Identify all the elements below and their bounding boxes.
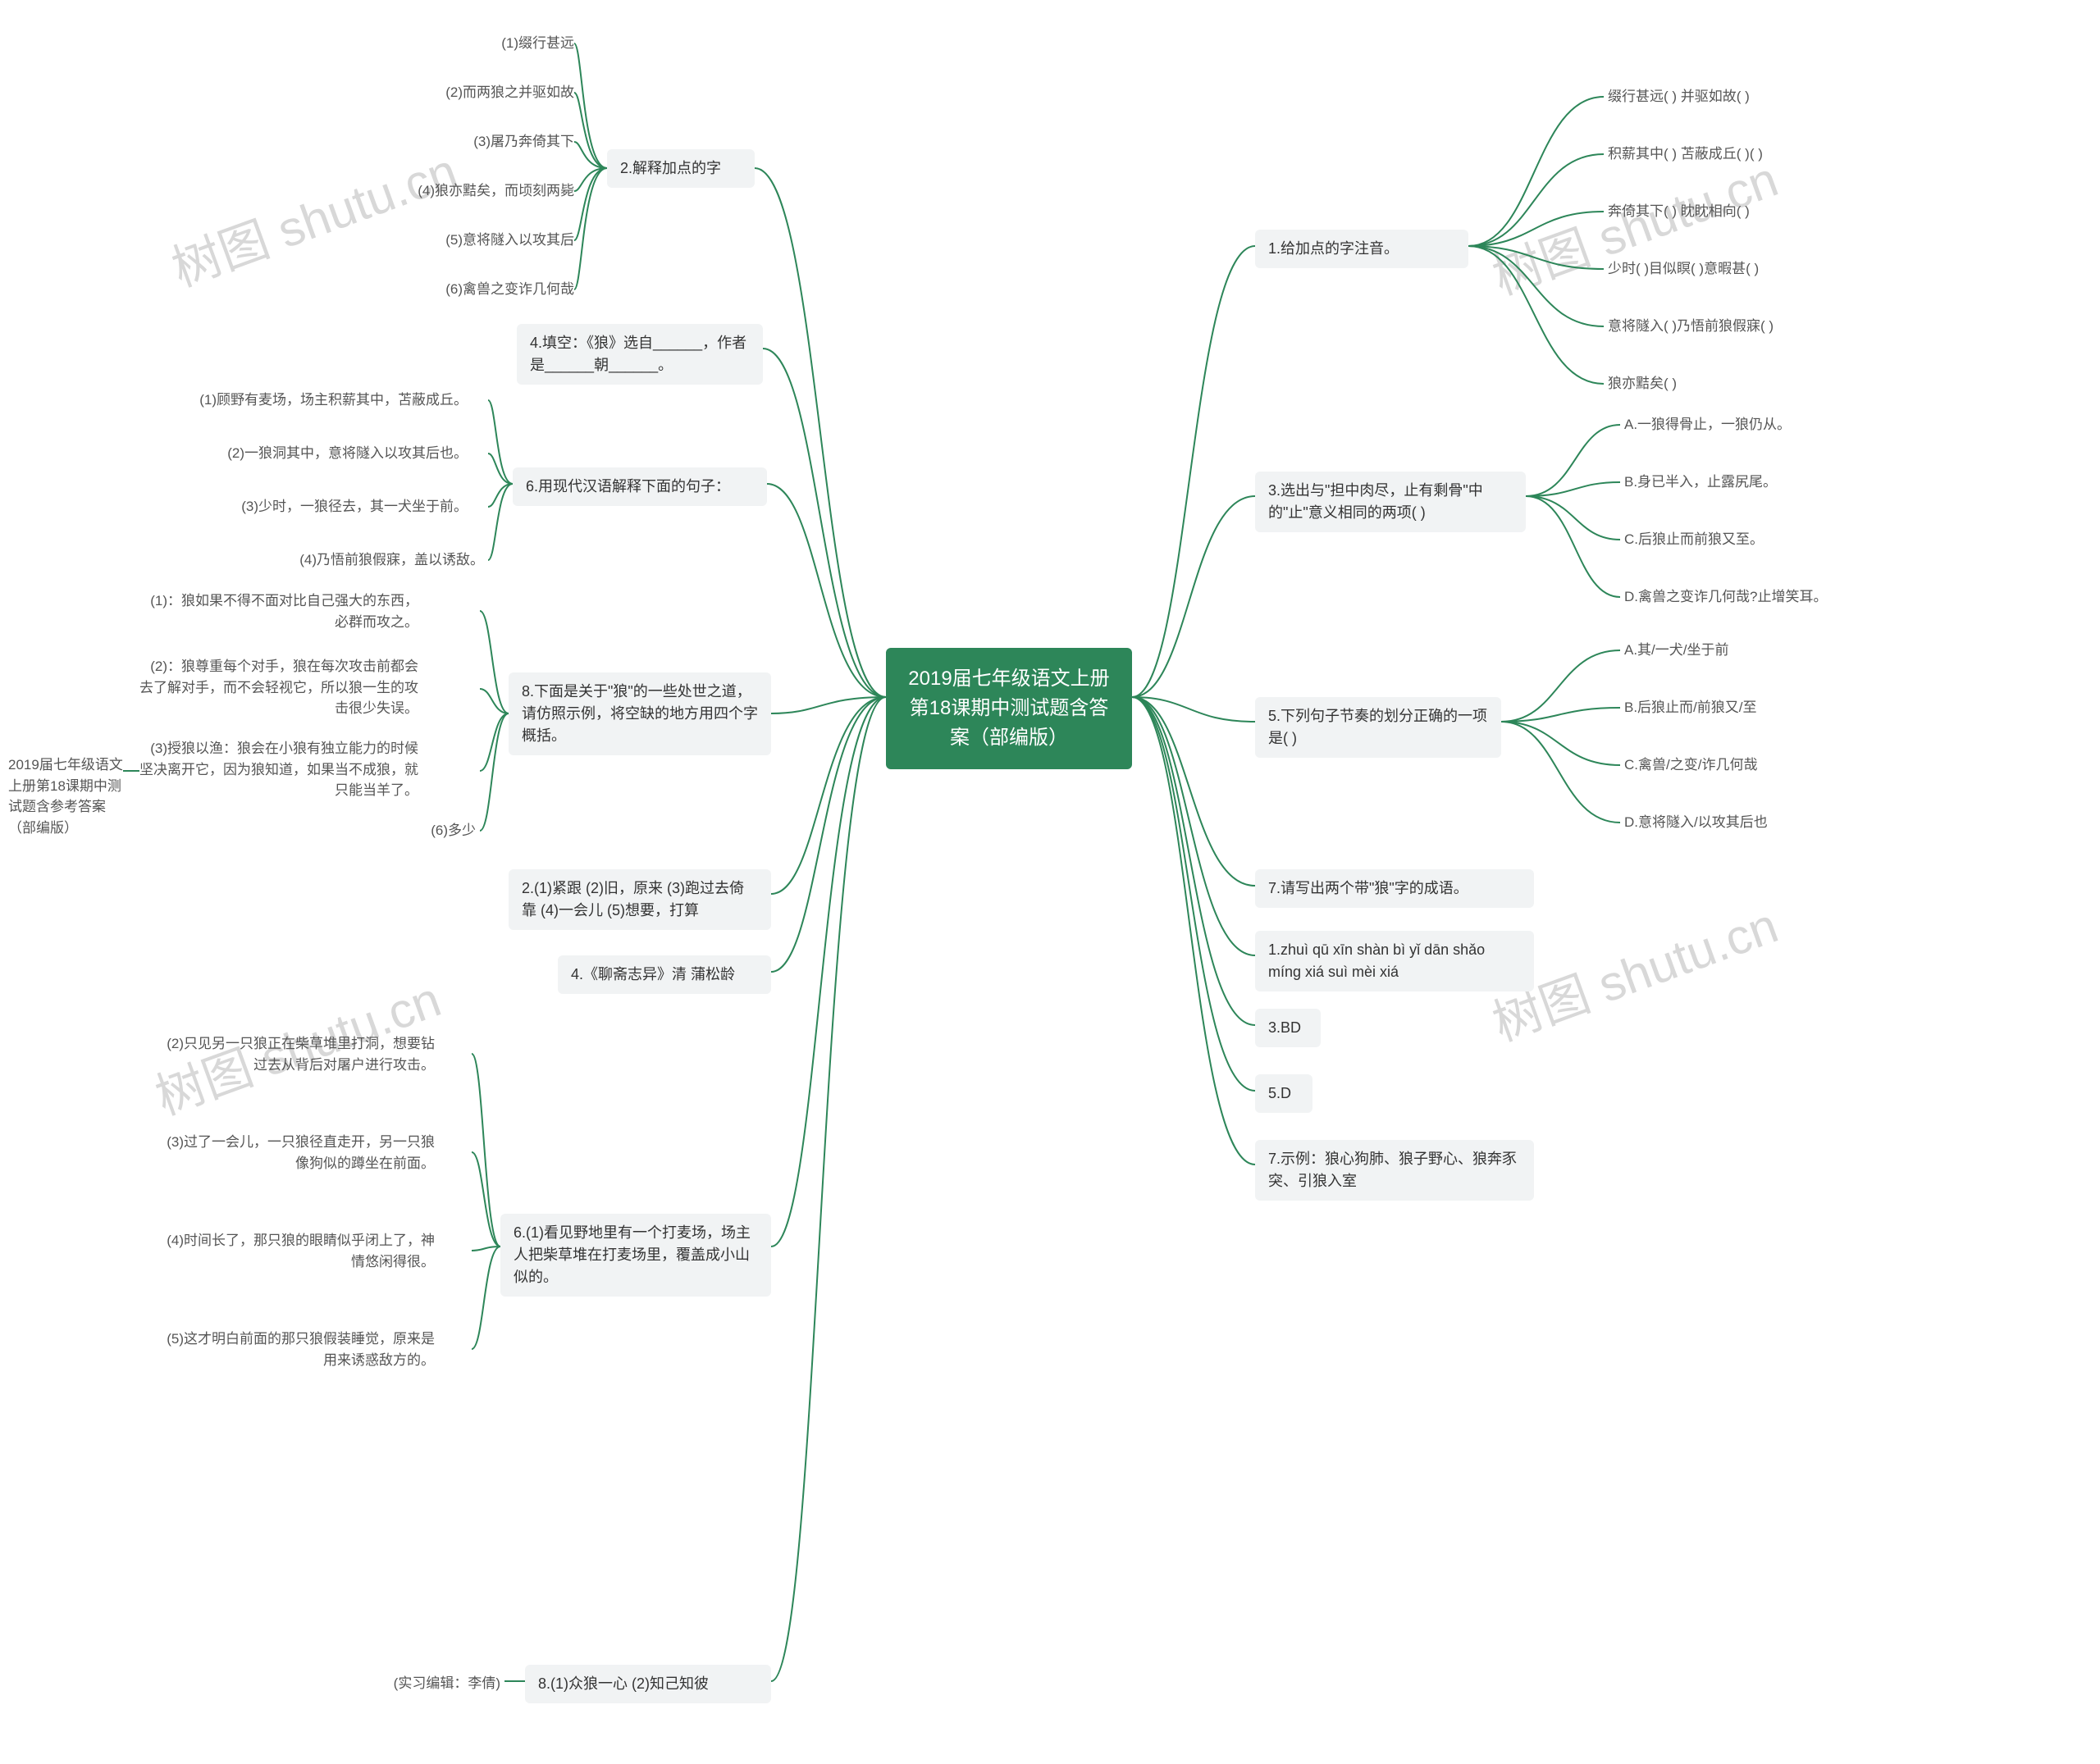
leaf-r-1-4: 意将隧入( )乃悟前狼假寐( ): [1608, 316, 1774, 337]
leaf-l-2-0: (1)缀行甚远: [410, 33, 574, 54]
leaf-l-6-2: (3)少时，一狼径去，其一犬坐于前。: [189, 496, 468, 517]
leaf-r-1-3: 少时( )目似瞑( )意暇甚( ): [1608, 258, 1759, 280]
leaf-l-6-1: (2)一狼洞其中，意将隧入以攻其后也。: [189, 443, 468, 464]
branch-r-ans1: 1.zhuì qū xīn shàn bì yǐ dān shǎo míng x…: [1255, 931, 1534, 991]
leaf-l-2-1: (2)而两狼之并驱如故: [377, 82, 574, 103]
leaf-r-3-1: B.身已半入，止露尻尾。: [1624, 472, 1777, 493]
leaf-l-2-3: (4)狼亦黠矣，而顷刻两毙: [345, 180, 574, 202]
leaf-l-ans6-2: (4)时间长了，那只狼的眼睛似乎闭上了，神情悠闲得很。: [156, 1230, 435, 1272]
branch-l-ans6: 6.(1)看见野地里有一个打麦场，场主人把柴草堆在打麦场里，覆盖成小山似的。: [500, 1214, 771, 1297]
branch-r-3: 3.选出与"担中肉尽，止有剩骨"中的"止"意义相同的两项( ): [1255, 472, 1526, 532]
leaf-r-5-3: D.意将隧入/以攻其后也: [1624, 812, 1768, 833]
branch-l-ans8: 8.(1)众狼一心 (2)知己知彼: [525, 1665, 771, 1703]
leaf-l-2-2: (3)屠乃奔倚其下: [410, 131, 574, 153]
leaf-r-1-0: 缀行甚远( ) 并驱如故( ): [1608, 86, 1750, 107]
branch-r-7: 7.请写出两个带"狼"字的成语。: [1255, 869, 1534, 908]
branch-l-2: 2.解释加点的字: [607, 149, 755, 188]
leaf-l-8-1: (2)：狼尊重每个对手，狼在每次攻击前都会去了解对手，而不会轻视它，所以狼一生的…: [139, 656, 418, 719]
branch-l-8: 8.下面是关于"狼"的一些处世之道，请仿照示例，将空缺的地方用四个字概括。: [509, 672, 771, 755]
leaf-r-3-2: C.后狼止而前狼又至。: [1624, 529, 1764, 550]
branch-r-1: 1.给加点的字注音。: [1255, 230, 1468, 268]
connectors-svg: [0, 0, 2100, 1764]
leaf-r-3-3: D.禽兽之变诈几何哉?止增笑耳。: [1624, 586, 1827, 608]
branch-l-4: 4.填空：《狼》选自______，作者是______朝______。: [517, 324, 763, 385]
leaf-l-2-5: (6)禽兽之变诈几何哉: [386, 279, 574, 300]
center-node: 2019届七年级语文上册第18课期中测试题含答案（部编版）: [886, 648, 1132, 769]
leaf-l-6-3: (4)乃悟前狼假寐，盖以诱敌。: [246, 549, 484, 571]
leaf-l-ans6-0: (2)只见另一只狼正在柴草堆里打洞，想要钻过去从背后对屠户进行攻击。: [156, 1033, 435, 1075]
leaf-r-1-1: 积薪其中( ) 苫蔽成丘( )( ): [1608, 144, 1763, 165]
branch-l-ans2: 2.(1)紧跟 (2)旧，原来 (3)跑过去倚靠 (4)一会儿 (5)想要，打算: [509, 869, 771, 930]
leaf-l-ans8-0: (实习编辑：李倩): [369, 1673, 500, 1694]
leaf-l-ans6-1: (3)过了一会儿，一只狼径直走开，另一只狼像狗似的蹲坐在前面。: [156, 1132, 435, 1174]
leaf-l-8-2: (3)授狼以渔：狼会在小狼有独立能力的时候坚决离开它，因为狼知道，如果当不成狼，…: [139, 738, 418, 801]
leaf-r-1-2: 奔倚其下( ) 眈眈相向( ): [1608, 201, 1750, 222]
leaf-l-8-3: (6)多少: [402, 820, 476, 841]
leaf-r-5-1: B.后狼止而/前狼又/至: [1624, 697, 1757, 718]
branch-l-6: 6.用现代汉语解释下面的句子：: [513, 467, 767, 506]
leaf-r-5-2: C.禽兽/之变/诈几何哉: [1624, 754, 1757, 776]
leaf-l-ans6-3: (5)这才明白前面的那只狼假装睡觉，原来是用来诱惑敌方的。: [156, 1329, 435, 1370]
leaf-l-8-0: (1)：狼如果不得不面对比自己强大的东西，必群而攻之。: [139, 590, 418, 632]
leaf-r-1-5: 狼亦黠矣( ): [1608, 373, 1677, 394]
branch-l-ans4: 4.《聊斋志异》清 蒲松龄: [558, 955, 771, 994]
branch-r-ans3: 3.BD: [1255, 1009, 1321, 1047]
leaf-l-6-0: (1)顾野有麦场，场主积薪其中，苫蔽成丘。: [189, 390, 468, 411]
branch-r-ans7: 7.示例：狼心狗肺、狼子野心、狼奔豕突、引狼入室: [1255, 1140, 1534, 1201]
branch-r-ans5: 5.D: [1255, 1074, 1312, 1113]
leaf-r-5-0: A.其/一犬/坐于前: [1624, 640, 1729, 661]
leaf-l-8-farleft: 2019届七年级语文上册第18课期中测试题含参考答案（部编版）: [8, 754, 123, 838]
leaf-r-3-0: A.一狼得骨止，一狼仍从。: [1624, 414, 1791, 435]
leaf-l-2-4: (5)意将隧入以攻其后: [386, 230, 574, 251]
branch-r-5: 5.下列句子节奏的划分正确的一项是( ): [1255, 697, 1501, 758]
